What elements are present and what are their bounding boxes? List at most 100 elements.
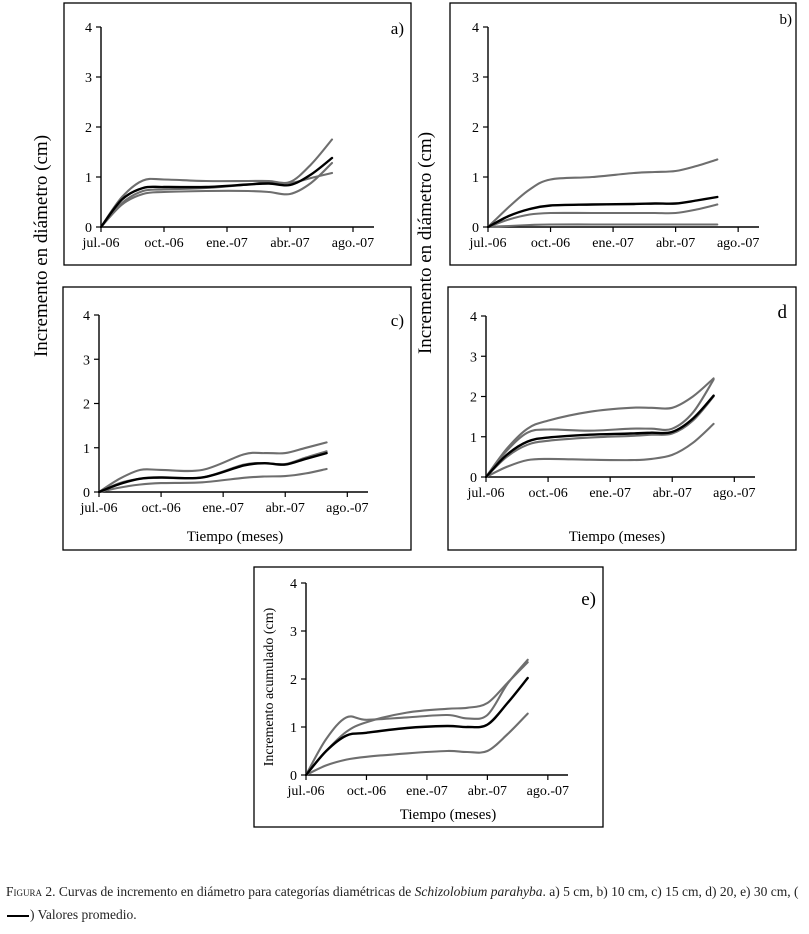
panel-e-x-tick-label: ago.-07 — [527, 784, 569, 799]
panel-c-y-tick-label: 4 — [83, 309, 90, 324]
panel-a-x-tick-label: jul.-06 — [82, 236, 120, 251]
panel-d-plot: 0 1 2 3 4 jul.-06 oct.-06 ene.-07 abr.-07 ago.-07 — [467, 310, 756, 501]
panel-b-y-tick-label: 2 — [472, 121, 479, 136]
panel-b-x-tick-label: ene.-07 — [592, 236, 634, 251]
panel-b-individual-line — [486, 223, 719, 229]
panel-b-y-tick-label: 4 — [472, 21, 479, 36]
panel-c-plot: 0 1 2 3 4 jul.-06 oct.-06 ene.-07 abr.-07 ago.-07 — [80, 309, 369, 516]
panel-b-label: b) — [780, 12, 793, 28]
panel-e-individual-line — [304, 661, 529, 777]
panel-b-y-tick-label: 3 — [472, 71, 479, 86]
panel-e-x-tick-label: ene.-07 — [406, 784, 448, 799]
shared-ylabel-left: Incremento en diámetro (cm) — [31, 135, 52, 357]
panel-d-individual-line — [484, 377, 715, 479]
panel-d-y-tick-label: 1 — [470, 431, 477, 446]
panel-b-y-tick-label: 1 — [472, 171, 479, 186]
panel-d-label: d — [778, 302, 788, 323]
panel-e-xlabel: Tiempo (meses) — [400, 807, 497, 823]
panel-c-individual-line — [97, 467, 328, 494]
panel-c-y-tick-label: 3 — [83, 353, 90, 368]
panel-c-y-tick-label: 2 — [83, 398, 90, 413]
panel-b-x-tick-label: jul.-06 — [469, 236, 507, 251]
figure-caption: Figura 2. Curvas de incremento en diámet… — [6, 880, 806, 926]
panel-c-x-tick-label: ene.-07 — [202, 501, 244, 516]
panel-e-y-tick-label: 4 — [290, 577, 297, 592]
panel-b-individual-line — [486, 158, 719, 229]
panel-e-y-tick-label: 2 — [290, 673, 297, 688]
panel-c-x-tick-label: oct.-06 — [141, 501, 180, 516]
panel-a-x-tick-label: ago.-07 — [332, 236, 374, 251]
panel-e-average-line — [304, 676, 529, 777]
shared-ylabel-right: Incremento en diámetro (cm) — [415, 132, 436, 354]
figure: Incremento en diámetro (cm) Incremento e… — [31, 2, 797, 828]
panel-d-individual-line — [484, 422, 715, 479]
panel-c-y-tick-label: 0 — [83, 486, 90, 501]
panel-e-plot: 0 1 2 3 4 jul.-06 oct.-06 ene.-07 abr.-07 ago.-07 — [287, 577, 570, 799]
panel-e-x-tick-label: oct.-06 — [347, 784, 386, 799]
panel-b-x-tick-label: ago.-07 — [717, 236, 759, 251]
panel-d-y-tick-label: 0 — [470, 471, 477, 486]
panel-a-y-tick-label: 2 — [85, 121, 92, 136]
panel-c-frame — [62, 286, 412, 551]
panel-d-individual-line — [484, 395, 715, 479]
panel-a-frame — [63, 2, 412, 266]
panel-c-individual-line — [97, 441, 328, 494]
panel-a-y-tick-label: 3 — [85, 71, 92, 86]
caption-text-end: ) Valores promedio. — [30, 907, 137, 922]
panel-d-x-tick-label: oct.-06 — [528, 486, 567, 501]
panel-d-individual-line — [484, 378, 715, 479]
panel-a-individual-line — [99, 161, 334, 229]
average-line-legend-icon — [7, 914, 29, 917]
panel-d: 0 1 2 3 4 jul.-06 oct.-06 ene.-07 abr.-07 ago.-07… — [447, 286, 797, 551]
panel-c-x-tick-label: abr.-07 — [266, 501, 305, 516]
panel-e-frame — [253, 566, 604, 828]
panel-e-individual-line — [304, 712, 529, 777]
panel-d-x-tick-label: ago.-07 — [713, 486, 755, 501]
panel-b-frame — [449, 2, 797, 266]
panel-a-x-tick-label: abr.-07 — [270, 236, 309, 251]
panel-e-individual-line — [304, 658, 529, 777]
panel-a-average-line — [99, 156, 334, 229]
panel-c-label: c) — [391, 311, 404, 330]
panel-e: 0 1 2 3 4 jul.-06 oct.-06 ene.-07 abr.-07 ago.-07… — [253, 566, 604, 828]
panel-c-average-line — [97, 451, 328, 494]
panel-d-y-tick-label: 3 — [470, 350, 477, 365]
caption-species: Schizolobium parahyba — [414, 884, 543, 899]
panel-b-x-tick-label: abr.-07 — [656, 236, 695, 251]
panel-a-label: a) — [391, 19, 404, 38]
panel-d-x-tick-label: jul.-06 — [467, 486, 505, 501]
caption-text: Curvas de incremento en diámetro para ca… — [58, 884, 412, 899]
panel-e-label: e) — [581, 589, 596, 610]
panel-c-x-tick-label: ago.-07 — [326, 501, 368, 516]
panel-e-y-tick-label: 0 — [290, 769, 297, 784]
panel-d-x-tick-label: abr.-07 — [653, 486, 692, 501]
panel-e-y-tick-label: 3 — [290, 625, 297, 640]
panel-a-x-tick-label: ene.-07 — [206, 236, 248, 251]
panel-b-plot: 0 1 2 3 4 jul.-06 oct.-06 ene.-07 abr.-07 ago.-07 — [469, 21, 760, 251]
panel-d-average-line — [484, 394, 715, 479]
panel-a-y-tick-label: 1 — [85, 171, 92, 186]
panel-d-x-tick-label: ene.-07 — [589, 486, 631, 501]
panel-a-y-tick-label: 4 — [85, 21, 92, 36]
panel-b-x-tick-label: oct.-06 — [531, 236, 570, 251]
panel-c-x-tick-label: jul.-06 — [80, 501, 118, 516]
caption-text-after: . a) 5 cm, b) 10 cm, c) 15 cm, d) 20, e)… — [542, 884, 799, 899]
panel-e-ylabel: Incremento acumulado (cm) — [262, 607, 277, 766]
caption-label: Figura 2. — [6, 884, 56, 899]
panel-a-plot: 0 1 2 3 4 jul.-06 oct.-06 ene.-07 abr.-07 ago.-07 — [82, 21, 375, 251]
panel-d-xlabel: Tiempo (meses) — [569, 529, 666, 545]
panel-a-individual-line — [99, 138, 334, 229]
panel-c-y-tick-label: 1 — [83, 442, 90, 457]
panel-a-x-tick-label: oct.-06 — [144, 236, 183, 251]
panel-e-x-tick-label: abr.-07 — [468, 784, 507, 799]
panel-b: 0 1 2 3 4 jul.-06 oct.-06 ene.-07 abr.-07 ago.-07… — [449, 2, 797, 266]
panel-d-y-tick-label: 2 — [470, 391, 477, 406]
panel-a: 0 1 2 3 4 jul.-06 oct.-06 ene.-07 abr.-07 ago.-07… — [63, 2, 412, 266]
panel-b-average-line — [486, 195, 719, 229]
panel-b-y-tick-label: 0 — [472, 221, 479, 236]
panel-d-frame — [447, 286, 797, 551]
panel-e-y-tick-label: 1 — [290, 721, 297, 736]
panel-c-xlabel: Tiempo (meses) — [187, 529, 284, 545]
panel-c: 0 1 2 3 4 jul.-06 oct.-06 ene.-07 abr.-07 ago.-07… — [62, 286, 412, 551]
panel-a-y-tick-label: 0 — [85, 221, 92, 236]
